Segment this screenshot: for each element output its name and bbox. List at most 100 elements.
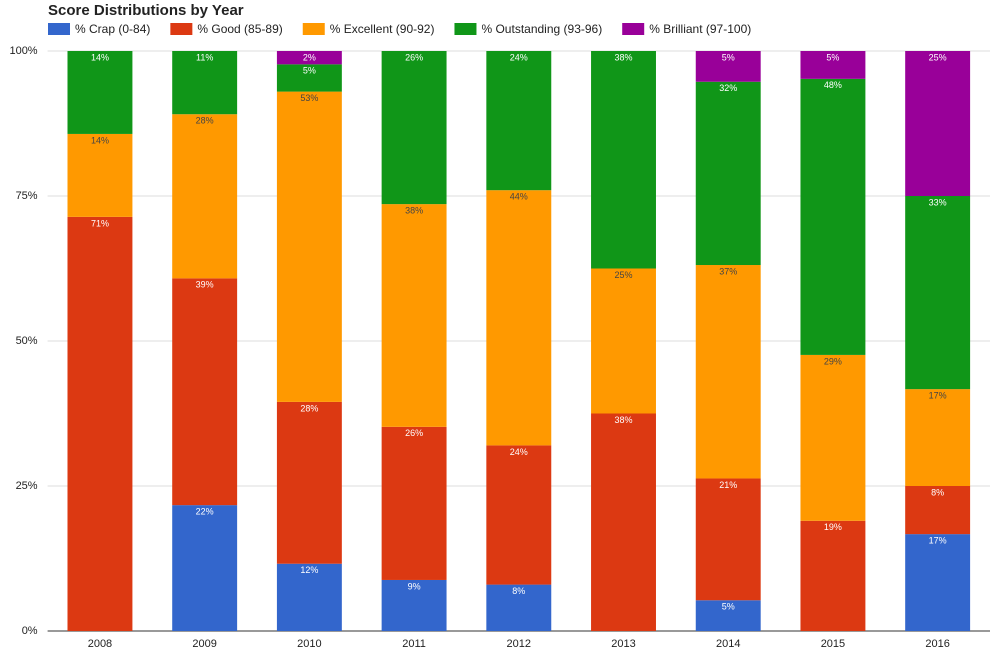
bar-segment — [486, 51, 552, 191]
data-label: 21% — [719, 480, 737, 490]
legend-label: % Outstanding (93-96) — [481, 22, 602, 36]
x-tick-label: 2008 — [88, 638, 112, 650]
x-tick-label: 2009 — [192, 638, 216, 650]
legend-swatch — [48, 23, 70, 35]
x-tick-label: 2013 — [611, 638, 635, 650]
legend-swatch — [302, 23, 325, 35]
bar-segment — [695, 51, 761, 82]
data-label: 24% — [510, 447, 528, 457]
data-label: 14% — [91, 52, 109, 62]
legend-label: % Brilliant (97-100) — [649, 22, 751, 36]
bar-segment — [591, 51, 656, 269]
data-label: 5% — [722, 602, 735, 612]
bar-segment — [276, 91, 342, 402]
y-tick-label: 50% — [16, 335, 38, 347]
x-tick-label: 2010 — [297, 638, 321, 650]
bar-segment — [276, 51, 342, 65]
legend-swatch — [622, 23, 645, 35]
bar-segment — [905, 196, 971, 390]
bar-segment — [172, 51, 238, 115]
bar-segment — [381, 426, 447, 580]
chart-title: Score Distributions by Year — [48, 2, 244, 19]
bar-segment — [276, 401, 342, 564]
bar-segment — [486, 445, 552, 585]
data-label: 53% — [300, 93, 318, 103]
bar-segment — [172, 114, 238, 279]
legend-swatch — [454, 23, 477, 35]
data-label: 26% — [405, 428, 423, 438]
bar-segment — [381, 579, 447, 631]
data-label: 11% — [196, 52, 213, 62]
data-label: 26% — [405, 52, 423, 62]
legend-swatch — [170, 23, 193, 35]
data-label: 29% — [824, 356, 842, 366]
data-label: 32% — [719, 83, 737, 93]
data-label: 28% — [300, 403, 318, 413]
data-label: 2% — [303, 52, 316, 62]
bar-segment — [172, 278, 238, 506]
data-label: 24% — [510, 52, 528, 62]
bar-segment — [905, 534, 971, 631]
bar-segment — [172, 505, 238, 631]
bar-segment — [591, 413, 656, 631]
data-label: 17% — [929, 391, 947, 401]
data-label: 14% — [91, 135, 109, 145]
legend-label: % Good (85-89) — [197, 22, 282, 36]
y-tick-label: 100% — [9, 45, 37, 57]
data-label: 8% — [931, 487, 944, 497]
bar-segment — [486, 584, 552, 631]
legend-label: % Excellent (90-92) — [330, 22, 435, 36]
x-tick-label: 2016 — [925, 638, 949, 650]
data-label: 5% — [826, 52, 839, 62]
bar-segment — [800, 51, 866, 79]
bar-segment — [276, 64, 342, 92]
data-label: 17% — [929, 536, 947, 546]
bar-segment — [67, 133, 133, 217]
bar-segment — [591, 268, 656, 414]
x-tick-label: 2014 — [716, 638, 740, 650]
data-label: 38% — [615, 52, 633, 62]
bar-segment — [67, 216, 133, 631]
bar-segment — [905, 389, 971, 486]
bar-segment — [695, 265, 761, 479]
data-label: 25% — [929, 52, 947, 62]
x-tick-label: 2012 — [507, 638, 531, 650]
bar-segment — [800, 78, 866, 355]
x-tick-label: 2011 — [402, 638, 426, 650]
data-label: 38% — [405, 205, 423, 215]
bar-segment — [695, 478, 761, 601]
data-label: 39% — [196, 280, 214, 290]
bar-segment — [276, 563, 342, 631]
bar-segment — [695, 600, 761, 631]
data-label: 8% — [512, 586, 525, 596]
bar-segment — [695, 81, 761, 266]
y-tick-label: 0% — [22, 625, 38, 637]
x-tick-label: 2015 — [821, 638, 845, 650]
data-label: 28% — [196, 116, 214, 126]
data-label: 12% — [300, 565, 318, 575]
bar-segment — [905, 486, 971, 535]
data-label: 71% — [91, 218, 109, 228]
bar-segment — [381, 51, 447, 205]
data-label: 22% — [196, 507, 214, 517]
bar-segment — [67, 51, 133, 134]
bar-segment — [905, 51, 971, 196]
data-label: 19% — [824, 522, 842, 532]
data-label: 25% — [615, 270, 633, 280]
bar-segment — [800, 354, 866, 521]
y-tick-label: 75% — [16, 190, 38, 202]
bar-segment — [381, 204, 447, 427]
data-label: 37% — [719, 266, 737, 276]
data-label: 9% — [408, 581, 421, 591]
y-tick-label: 25% — [16, 480, 38, 492]
bar-segment — [486, 190, 552, 446]
data-label: 48% — [824, 80, 842, 90]
bar-segment — [800, 520, 866, 631]
data-label: 33% — [929, 197, 947, 207]
legend-label: % Crap (0-84) — [75, 22, 150, 36]
data-label: 38% — [615, 415, 633, 425]
data-label: 5% — [722, 52, 735, 62]
data-label: 44% — [510, 192, 528, 202]
data-label: 5% — [303, 66, 316, 76]
